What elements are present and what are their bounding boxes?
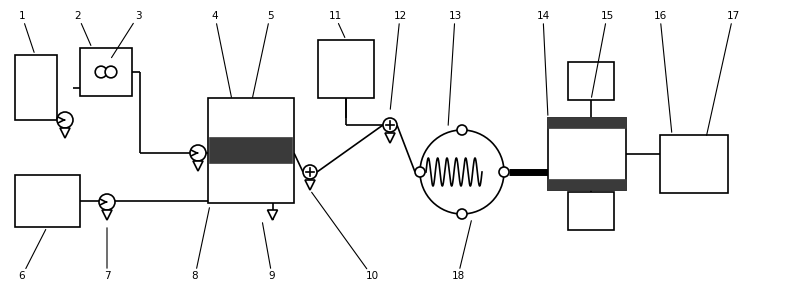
Text: 2: 2 (74, 11, 91, 45)
Bar (210, 138, 292, 163)
Bar (548, 180, 626, 190)
Circle shape (383, 118, 397, 132)
Text: 8: 8 (192, 208, 210, 281)
Circle shape (420, 130, 504, 214)
Circle shape (457, 125, 467, 135)
Circle shape (499, 167, 509, 177)
Text: 11: 11 (328, 11, 345, 38)
Polygon shape (385, 133, 395, 143)
Text: 7: 7 (104, 228, 110, 281)
Text: 13: 13 (448, 11, 462, 125)
Bar (15, 175, 80, 227)
Polygon shape (193, 161, 203, 171)
Circle shape (457, 209, 467, 219)
Text: 16: 16 (654, 11, 672, 132)
Text: 6: 6 (18, 230, 46, 281)
Bar (208, 98, 294, 203)
Text: 3: 3 (111, 11, 142, 58)
Bar (568, 192, 614, 230)
Polygon shape (102, 210, 112, 220)
Text: 17: 17 (706, 11, 740, 135)
Circle shape (190, 145, 206, 161)
Text: 1: 1 (18, 11, 34, 52)
Text: 15: 15 (591, 11, 614, 97)
Bar (15, 55, 57, 120)
Bar (568, 62, 614, 100)
Text: 9: 9 (262, 223, 275, 281)
Text: 4: 4 (212, 11, 231, 97)
Polygon shape (267, 210, 278, 220)
Circle shape (415, 167, 425, 177)
Text: 18: 18 (451, 221, 471, 281)
Bar (80, 48, 132, 96)
Text: 5: 5 (253, 11, 274, 97)
Bar (318, 40, 374, 98)
Circle shape (303, 165, 317, 179)
Circle shape (57, 112, 73, 128)
Polygon shape (60, 128, 70, 138)
Circle shape (105, 66, 117, 78)
Polygon shape (305, 180, 315, 190)
Circle shape (95, 66, 107, 78)
Text: 12: 12 (390, 11, 406, 109)
Text: 14: 14 (536, 11, 550, 115)
Circle shape (99, 194, 115, 210)
Text: 10: 10 (312, 192, 378, 281)
Bar (660, 135, 728, 193)
Bar (548, 118, 626, 128)
Bar (548, 118, 626, 190)
